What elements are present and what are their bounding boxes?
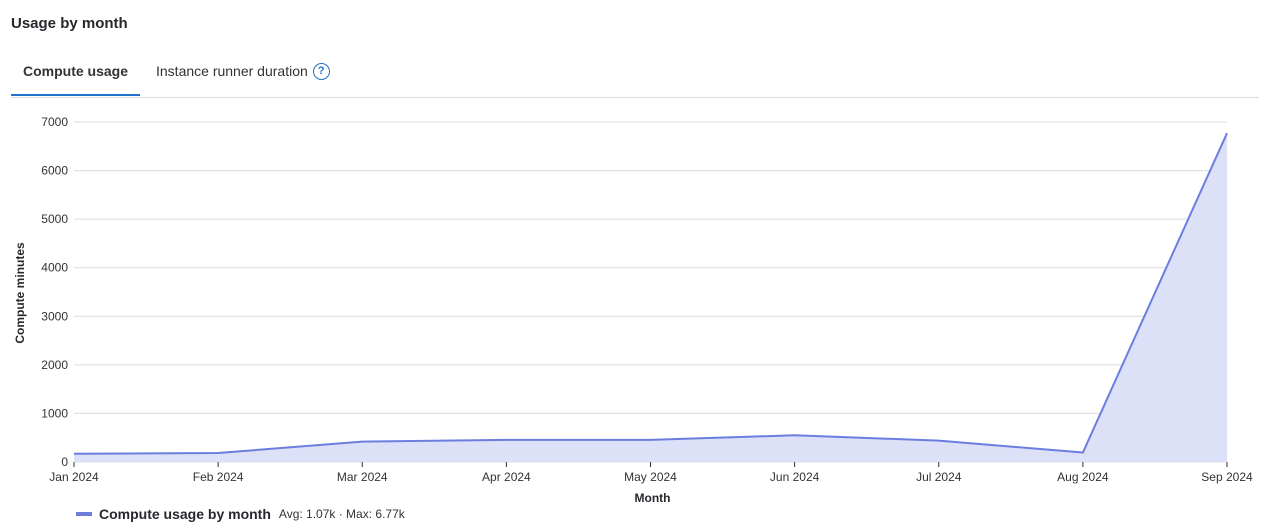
y-tick-label: 2000: [41, 358, 68, 372]
x-tick-label: Feb 2024: [193, 470, 244, 484]
y-tick-label: 5000: [41, 212, 68, 226]
y-tick-label: 1000: [41, 406, 68, 420]
x-tick-label: Apr 2024: [482, 470, 531, 484]
x-tick-label: Sep 2024: [1201, 470, 1253, 484]
y-tick-label: 7000: [41, 115, 68, 129]
legend-stats: Avg: 1.07k · Max: 6.77k: [278, 507, 405, 521]
legend-series-name: Compute usage by month: [99, 506, 271, 522]
page-title: Usage by month: [11, 15, 128, 32]
series-area: [74, 133, 1227, 462]
y-tick-label: 6000: [41, 164, 68, 178]
chart-legend[interactable]: Compute usage by month Avg: 1.07k · Max:…: [76, 505, 405, 523]
tab-compute-usage[interactable]: Compute usage: [11, 52, 141, 96]
y-tick-label: 3000: [41, 309, 68, 323]
x-tick-label: Jul 2024: [916, 470, 962, 484]
tab-compute-usage-label: Compute usage: [23, 63, 129, 79]
tab-instance-runner-duration-label: Instance runner duration: [156, 63, 308, 79]
y-tick-label: 0: [61, 455, 68, 469]
x-tick-label: Mar 2024: [337, 470, 388, 484]
help-icon[interactable]: ?: [312, 63, 330, 80]
x-tick-label: Jun 2024: [770, 470, 820, 484]
x-axis-title: Month: [635, 491, 671, 505]
series-line: [73, 132, 1228, 455]
tab-instance-runner-duration[interactable]: Instance runner duration ?: [156, 52, 330, 96]
x-tick-label: May 2024: [624, 470, 677, 484]
legend-swatch: [76, 512, 92, 516]
x-tick-label: Jan 2024: [49, 470, 99, 484]
y-tick-label: 4000: [41, 261, 68, 275]
y-axis-title: Compute minutes: [13, 242, 27, 344]
tab-bar: Compute usage Instance runner duration ?: [11, 52, 1259, 98]
x-tick-label: Aug 2024: [1057, 470, 1109, 484]
